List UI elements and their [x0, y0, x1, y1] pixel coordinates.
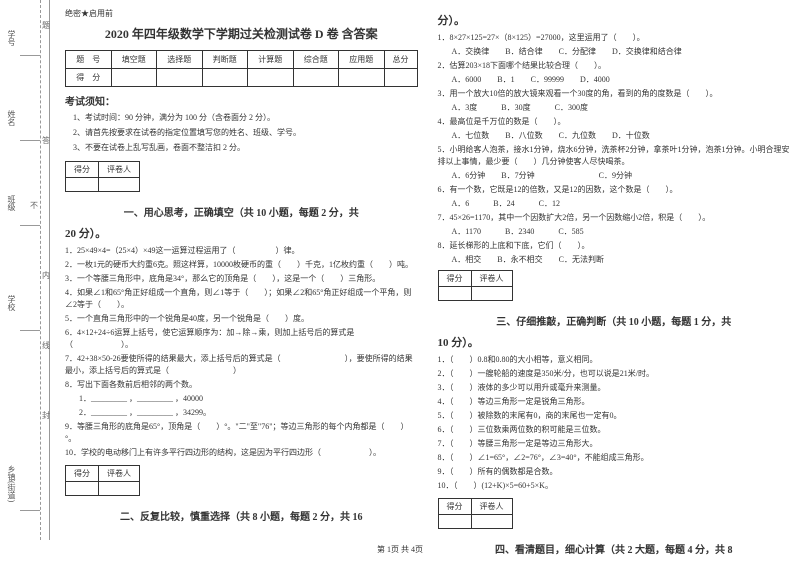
seal-text: 线 [42, 340, 50, 351]
section-score-box: 得分评卷人 [438, 498, 513, 529]
score-label: 得分 [66, 466, 99, 482]
table-row: 得 分 [66, 69, 418, 87]
choice-opts: A．3度 B．30度 C．300度 [452, 102, 791, 114]
right-column: 分）。 1．8×27×125=27×（8×125）=27000，这里运用了（ ）… [438, 8, 791, 532]
question-sub: 1．_________ ，_________ ，40000 [79, 393, 418, 405]
choice-q: 7．45×26=1170，其中一个因数扩大2倍，另一个因数缩小2倍，积是（ ）。 [438, 212, 791, 224]
notice: 2、请首先按要求在试卷的指定位置填写您的姓名、班级、学号。 [73, 127, 418, 139]
section1-points: 20 分）。 [65, 225, 418, 241]
choice-q: 2．估算203×18下面哪个结果比较合理（ ）。 [438, 60, 791, 72]
question: 7．42+38×50-26要使所得的结果最大，添上括号后的算式是（ ），要使所得… [65, 353, 418, 377]
choice-opts: A．1170 B．2340 C．585 [452, 226, 791, 238]
choice-q: 8．延长梯形的上底和下底，它们（ ）。 [438, 240, 791, 252]
exam-content: 绝密★启用前 2020 年四年级数学下学期过关检测试卷 D 卷 含答案 题 号 … [50, 0, 800, 540]
question: 8．写出下面各数前后相邻的两个数。 [65, 379, 418, 391]
section1-head: 一、用心思考，正确填空（共 10 小题，每题 2 分，共 [65, 204, 418, 219]
choice-q: 3．用一个放大10倍的放大镜来观看一个30度的角，看到的角的度数是（ ）。 [438, 88, 791, 100]
choice-opts: A．6分钟 B．7分钟 C．9分钟 [452, 170, 791, 182]
notice-title: 考试须知： [65, 93, 418, 108]
question: 9．等腰三角形的底角是65°，顶角是（ ）°。"二"至"76"；等边三角形的每个… [65, 421, 418, 445]
question-sub: 2．_________ ，_________ ，34299。 [79, 407, 418, 419]
notice: 1、考试时间：90 分钟，满分为 100 分（含卷面分 2 分）。 [73, 112, 418, 124]
margin-line [20, 330, 40, 331]
marker-label: 评卷人 [471, 271, 512, 287]
header-cell: 计算题 [248, 51, 294, 69]
section2-points: 分）。 [438, 12, 791, 28]
choice-opts: A．6 B．24 C．12 [452, 198, 791, 210]
margin-label-school: 学校 [6, 295, 17, 311]
table-row: 题 号 填空题 选择题 判断题 计算题 综合题 应用题 总分 [66, 51, 418, 69]
question: 6．4×12+24÷6运算上括号，使它运算顺序为：加→除→乘，则加上括号后的算式… [65, 327, 418, 351]
judge-q: 10．（ ）(12+K)×5=60+5×K。 [438, 480, 791, 492]
score-table: 题 号 填空题 选择题 判断题 计算题 综合题 应用题 总分 得 分 [65, 50, 418, 87]
question: 5．一个直角三角形中的一个锐角是40度，另一个锐角是（ ）度。 [65, 313, 418, 325]
seal-text: 答 [42, 135, 50, 146]
choice-opts: A．6000 B．1 C．99999 D．4000 [452, 74, 791, 86]
margin-label-town: 乡镇(街道) [6, 465, 17, 502]
choice-q: 1．8×27×125=27×（8×125）=27000，这里运用了（ ）。 [438, 32, 791, 44]
header-cell: 选择题 [157, 51, 203, 69]
row-label: 得 分 [66, 69, 112, 87]
header-cell: 题 号 [66, 51, 112, 69]
question: 3．一个等腰三角形中，底角是34°，那么它的顶角是（ ），这是一个（ ）三角形。 [65, 273, 418, 285]
confidential-mark: 绝密★启用前 [65, 8, 418, 19]
left-column: 绝密★启用前 2020 年四年级数学下学期过关检测试卷 D 卷 含答案 题 号 … [65, 8, 418, 532]
question: 4．如果∠1和65°角正好组成一个直角，则∠1等于（ ）；如果∠2和65°角正好… [65, 287, 418, 311]
binding-margin: 学号 姓名 班级 学校 乡镇(街道) 题 答 不 内 线 封 [0, 0, 50, 540]
section4-head: 四、看清题目，细心计算（共 2 大题，每题 4 分，共 8 [438, 541, 791, 556]
choice-q: 4．最高位是千万位的数是（ ）。 [438, 116, 791, 128]
score-label: 得分 [438, 271, 471, 287]
margin-label-class: 班级 [6, 195, 17, 211]
notice: 3、不要在试卷上乱写乱画，卷面不整洁扣 2 分。 [73, 142, 418, 154]
section-score-box: 得分评卷人 [65, 161, 140, 192]
margin-line [20, 510, 40, 511]
question: 10．学校的电动移门上有许多平行四边形的结构，这是因为平行四边形（ ）。 [65, 447, 418, 459]
score-label: 得分 [66, 162, 99, 178]
choice-q: 5．小明给客人泡茶，接水1分钟，烧水6分钟，洗茶杯2分钟，拿茶叶1分钟，泡茶1分… [438, 144, 791, 168]
judge-q: 9．（ ）所有的偶数都是合数。 [438, 466, 791, 478]
header-cell: 综合题 [293, 51, 339, 69]
dashed-line [40, 0, 41, 540]
seal-text: 不 [30, 200, 38, 211]
judge-q: 2．（ ）一艘轮船的速度是350米/分，也可以说是21米/时。 [438, 368, 791, 380]
judge-q: 1．（ ）0.8和0.80的大小相等，意义相同。 [438, 354, 791, 366]
score-label: 得分 [438, 499, 471, 515]
judge-q: 5．（ ）被除数的末尾有0，商的末尾也一定有0。 [438, 410, 791, 422]
margin-line [20, 225, 40, 226]
judge-q: 8．（ ）∠1=65°，∠2=76°，∠3=40°，不能组成三角形。 [438, 452, 791, 464]
seal-text: 封 [42, 410, 50, 421]
choice-opts: A．相交 B．永不相交 C．无法判断 [452, 254, 791, 266]
judge-q: 7．（ ）等腰三角形一定是等边三角形大。 [438, 438, 791, 450]
choice-opts: A．七位数 B．八位数 C．九位数 D．十位数 [452, 130, 791, 142]
judge-q: 4．（ ）等边三角形一定是锐角三角形。 [438, 396, 791, 408]
question: 2．一枚1元的硬币大约重6克。照这样算，10000枚硬币的重（ ）千克，1亿枚约… [65, 259, 418, 271]
exam-title: 2020 年四年级数学下学期过关检测试卷 D 卷 含答案 [65, 25, 418, 42]
header-cell: 填空题 [111, 51, 157, 69]
header-cell: 总分 [384, 51, 417, 69]
margin-line [20, 55, 40, 56]
margin-label-id: 学号 [6, 30, 17, 46]
judge-q: 3．（ ）液体的多少可以用升或毫升来测量。 [438, 382, 791, 394]
margin-label-name: 姓名 [6, 110, 17, 126]
header-cell: 判断题 [202, 51, 248, 69]
judge-q: 6．（ ）三位数乘两位数的积可能是三位数。 [438, 424, 791, 436]
section3-head: 三、仔细推敲，正确判断（共 10 小题，每题 1 分，共 [438, 313, 791, 328]
section2-head: 二、反复比较，慎重选择（共 8 小题，每题 2 分，共 16 [65, 508, 418, 523]
choice-q: 6．有一个数，它既是12的倍数，又是12的因数，这个数是（ ）。 [438, 184, 791, 196]
marker-label: 评卷人 [99, 162, 140, 178]
section-score-box: 得分评卷人 [438, 270, 513, 301]
header-cell: 应用题 [339, 51, 385, 69]
marker-label: 评卷人 [99, 466, 140, 482]
choice-opts: A．交换律 B．结合律 C．分配律 D．交换律和结合律 [452, 46, 791, 58]
question: 1．25×49×4=（25×4）×49这一运算过程运用了（ ）律。 [65, 245, 418, 257]
section-score-box: 得分评卷人 [65, 465, 140, 496]
seal-text: 题 [42, 20, 50, 31]
seal-text: 内 [42, 270, 50, 281]
marker-label: 评卷人 [471, 499, 512, 515]
section3-points: 10 分）。 [438, 334, 791, 350]
margin-line [20, 140, 40, 141]
